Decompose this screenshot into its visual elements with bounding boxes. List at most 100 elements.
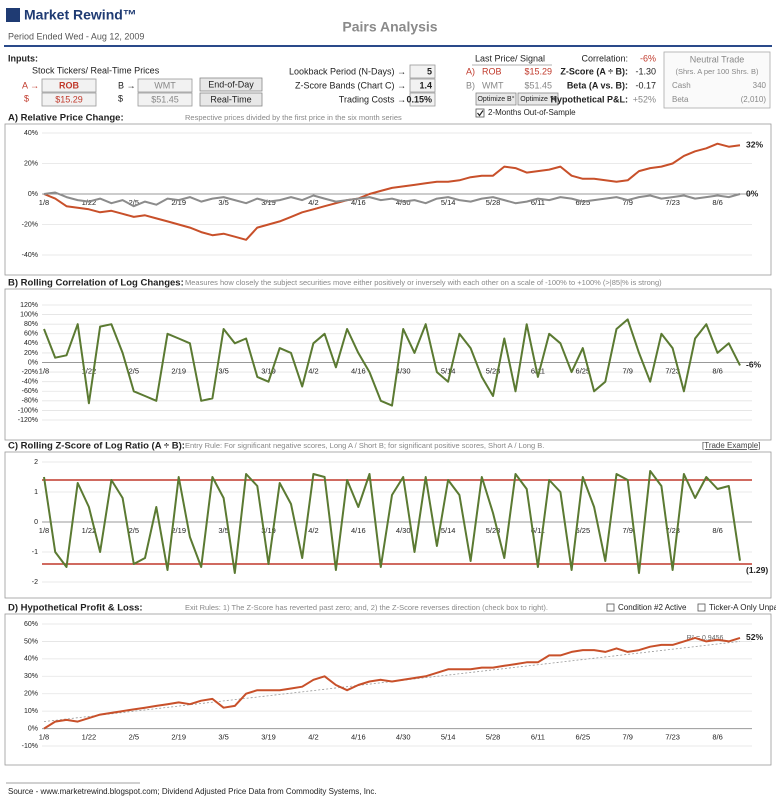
y-tick-label: 40% — [24, 656, 38, 663]
x-tick-label: 2/19 — [171, 526, 186, 535]
x-tick-label: 7/9 — [623, 366, 633, 375]
x-tick-label: 8/6 — [712, 198, 722, 207]
signal-cell: B) — [466, 80, 475, 90]
x-tick-label: 4/2 — [308, 526, 318, 535]
x-tick-label: 2/5 — [129, 198, 139, 207]
x-tick-label: 4/30 — [396, 526, 411, 535]
signal-cell: $51.45 — [524, 80, 552, 90]
button-label: Real-Time — [210, 94, 251, 104]
x-tick-label: 7/23 — [665, 198, 680, 207]
y-tick-label: 20% — [24, 160, 38, 167]
x-tick-label: 4/2 — [308, 733, 318, 742]
x-tick-label: 6/11 — [531, 526, 545, 535]
x-tick-label: 7/23 — [665, 733, 680, 742]
y-tick-label: 60% — [24, 331, 38, 338]
x-tick-label: 5/28 — [486, 198, 501, 207]
ticker-b-box[interactable] — [137, 78, 193, 93]
link[interactable]: [Trade Example] — [702, 441, 760, 450]
ticker-b: WMT — [154, 80, 176, 90]
y-tick-label: 10% — [24, 708, 38, 715]
x-tick-label: 1/22 — [82, 366, 97, 375]
x-tick-label: 4/16 — [351, 526, 366, 535]
x-tick-label: 5/14 — [441, 526, 456, 535]
x-tick-label: 2/19 — [171, 366, 186, 375]
neutral-box — [663, 51, 771, 109]
lookback-label: Lookback Period (N-Days) → — [289, 66, 406, 76]
x-tick-label: 3/5 — [218, 526, 228, 535]
checkbox-label: Condition #2 Active — [618, 603, 687, 612]
x-tick-label: 3/19 — [261, 733, 276, 742]
button-label: End-of-Day — [208, 79, 254, 89]
ticker-b-arrow: B → — [118, 80, 136, 90]
button[interactable] — [199, 77, 263, 92]
checkbox[interactable] — [475, 108, 485, 118]
ticker-a-box[interactable] — [41, 78, 97, 93]
neutral-cell: Beta — [672, 95, 689, 104]
x-tick-label: 5/14 — [441, 733, 456, 742]
checkbox[interactable] — [606, 603, 615, 612]
x-tick-label: 6/25 — [576, 526, 591, 535]
x-tick-label: 7/23 — [665, 366, 680, 375]
button[interactable] — [475, 92, 517, 106]
x-tick-label: 7/23 — [665, 526, 680, 535]
inputs-heading: Inputs: — [8, 53, 38, 63]
x-tick-label: 3/5 — [218, 366, 228, 375]
x-tick-label: 1/8 — [39, 366, 49, 375]
button[interactable] — [517, 92, 559, 106]
value-label: (1.29) — [746, 565, 768, 575]
y-tick-label: -100% — [18, 407, 38, 414]
input-box[interactable] — [409, 64, 436, 79]
x-tick-label: 5/28 — [486, 366, 501, 375]
chart-title: A) Relative Price Change: — [8, 113, 124, 124]
input-box[interactable] — [409, 78, 436, 93]
x-tick-label: 1/8 — [39, 733, 49, 742]
x-tick-label: 7/9 — [623, 198, 633, 207]
button[interactable] — [199, 92, 263, 107]
stat-label: Beta (A vs. B): — [567, 80, 628, 90]
price-a-box — [41, 92, 97, 107]
y-tick-label: 0% — [28, 725, 38, 732]
series-line — [43, 470, 741, 574]
x-tick-label: 6/11 — [531, 366, 545, 375]
x-tick-label: 8/6 — [712, 526, 722, 535]
x-tick-label: 2/19 — [171, 733, 186, 742]
y-tick-label: 80% — [24, 321, 38, 328]
input-box[interactable] — [409, 92, 436, 107]
signal-cell: WMT — [482, 80, 504, 90]
chart-title: B) Rolling Correlation of Log Changes: — [8, 278, 184, 289]
y-tick-label: -120% — [18, 417, 38, 424]
panel — [4, 613, 772, 766]
price-a: $15.29 — [55, 94, 83, 104]
x-tick-label: 6/25 — [576, 733, 591, 742]
stat-value: -1.30 — [635, 66, 656, 76]
x-tick-label: 8/6 — [712, 366, 722, 375]
x-tick-label: 2/5 — [129, 366, 139, 375]
y-tick-label: 20% — [24, 691, 38, 698]
y-tick-label: 60% — [24, 621, 38, 628]
y-tick-label: -20% — [22, 221, 38, 228]
signal-heading: Last Price/ Signal — [475, 53, 545, 63]
x-tick-label: 7/9 — [623, 526, 633, 535]
x-tick-label: 4/16 — [351, 366, 366, 375]
checkbox[interactable] — [697, 603, 706, 612]
ticker-a-arrow: A → — [22, 80, 39, 90]
button-label: Optimize ?! — [520, 96, 555, 103]
series-line — [43, 142, 741, 241]
stat-value: +52% — [633, 94, 656, 104]
x-tick-label: 1/8 — [39, 198, 49, 207]
x-tick-label: 1/8 — [39, 526, 49, 535]
chart-subtitle: Entry Rule: For significant negative sco… — [185, 441, 544, 450]
y-tick-label: 0% — [28, 191, 38, 198]
series-line — [43, 191, 741, 208]
y-tick-label: 2 — [34, 459, 38, 466]
x-tick-label: 4/30 — [396, 366, 411, 375]
signal-cell: $15.29 — [524, 66, 552, 76]
x-tick-label: 5/14 — [441, 366, 456, 375]
y-tick-label: 30% — [24, 673, 38, 680]
value-label: 0% — [746, 188, 759, 198]
chart-title: D) Hypothetical Profit & Loss: — [8, 603, 143, 614]
price-b: $51.45 — [151, 94, 179, 104]
check — [477, 110, 484, 117]
costs-label: Trading Costs → — [339, 94, 406, 104]
